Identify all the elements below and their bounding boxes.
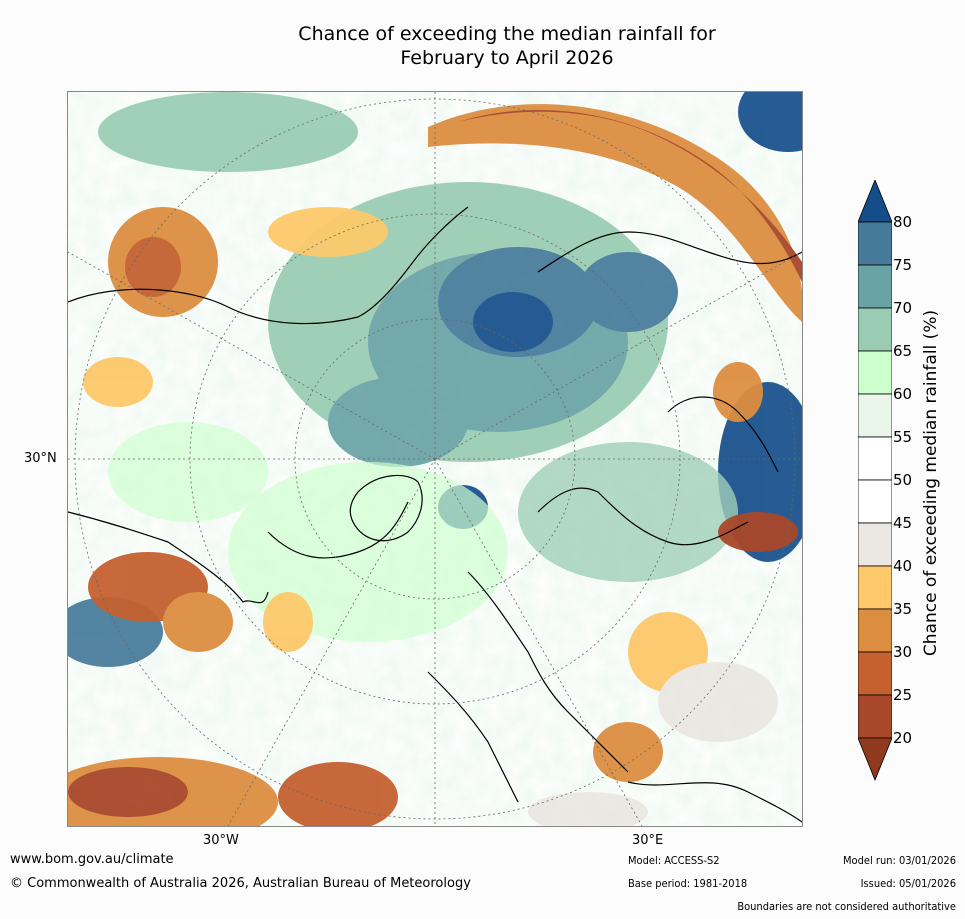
longitude-label-30w: 30°W (203, 833, 239, 848)
colorbar-tick-65: 65 (893, 342, 913, 360)
colorbar-bin-65-70 (858, 307, 892, 352)
colorbar-tick-20: 20 (893, 729, 913, 747)
colorbar-bin-30-35 (858, 608, 892, 653)
footer-copyright: © Commonwealth of Australia 2026, Austra… (10, 876, 471, 891)
colorbar-bin-75-80 (858, 221, 892, 266)
chart-title: Chance of exceeding the median rainfall … (0, 22, 965, 70)
colorbar-extend-over (858, 180, 892, 223)
chart-title-line2: February to April 2026 (400, 47, 614, 69)
colorbar-bin-55-60 (858, 393, 892, 438)
rainfall-probability-map (67, 91, 803, 827)
chart-title-line1: Chance of exceeding the median rainfall … (298, 23, 716, 45)
colorbar-tick-55: 55 (893, 428, 913, 446)
colorbar-tick-25: 25 (893, 686, 913, 704)
colorbar-tick-75: 75 (893, 256, 913, 274)
longitude-label-30e: 30°E (632, 833, 664, 848)
wet-regions (68, 92, 802, 667)
colorbar-bin-60-65 (858, 350, 892, 395)
colorbar-tick-70: 70 (893, 299, 913, 317)
colorbar-bin-70-75 (858, 264, 892, 309)
colorbar-tick-40: 40 (893, 557, 913, 575)
dry-regions (68, 104, 802, 826)
colorbar-tick-45: 45 (893, 514, 913, 532)
coastlines (68, 206, 802, 823)
colorbar-bin-45-50 (858, 479, 892, 524)
colorbar-title: Chance of exceeding median rainfall (%) (921, 309, 941, 657)
graticule (68, 92, 802, 826)
colorbar-extend-under (858, 737, 892, 782)
colorbar-tick-30: 30 (893, 643, 913, 661)
footer-model-run: Model run: 03/01/2026 (843, 854, 956, 867)
footer-disclaimer: Boundaries are not considered authoritat… (737, 900, 956, 913)
colorbar-tick-50: 50 (893, 471, 913, 489)
colorbar-tick-80: 80 (893, 213, 913, 231)
colorbar-bin-20-25 (858, 694, 892, 739)
footer-website: www.bom.gov.au/climate (10, 852, 174, 867)
colorbar (858, 180, 892, 782)
colorbar-bin-50-55 (858, 436, 892, 481)
footer-model: Model: ACCESS-S2 (628, 854, 720, 867)
footer-base-period: Base period: 1981-2018 (628, 877, 748, 890)
colorbar-bin-35-40 (858, 565, 892, 610)
map-canvas (68, 92, 802, 826)
colorbar-tick-60: 60 (893, 385, 913, 403)
footer-issued: Issued: 05/01/2026 (860, 877, 956, 890)
colorbar-bin-25-30 (858, 651, 892, 696)
latitude-label-30n: 30°N (24, 451, 57, 466)
colorbar-tick-35: 35 (893, 600, 913, 618)
colorbar-bin-40-45 (858, 522, 892, 567)
